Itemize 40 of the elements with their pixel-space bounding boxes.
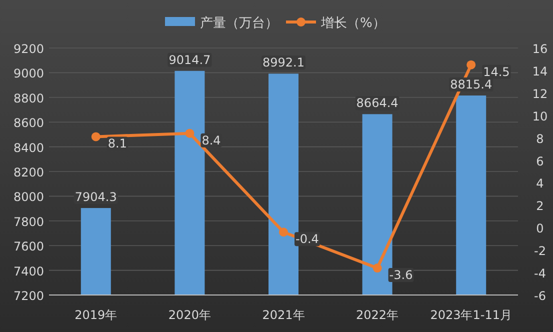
x-tick-label: 2021年 bbox=[262, 308, 305, 322]
legend-label: 产量（万台） bbox=[200, 16, 278, 31]
data-label: 8992.1 bbox=[262, 56, 304, 70]
data-label: 8.4 bbox=[202, 133, 221, 148]
data-label: -0.4 bbox=[296, 232, 319, 246]
data-label: 9014.7 bbox=[168, 52, 211, 67]
y-tick-label: 8200 bbox=[13, 166, 44, 180]
data-label: 8815.4 bbox=[450, 78, 492, 92]
y2-tick-label: -2 bbox=[534, 244, 546, 258]
y2-tick-label: -4 bbox=[534, 266, 546, 281]
data-label: 8664.4 bbox=[356, 96, 398, 110]
y2-tick-label: 4 bbox=[536, 176, 544, 191]
y2-tick-label: -6 bbox=[534, 289, 546, 303]
y2-tick-label: 0 bbox=[536, 222, 544, 236]
y-tick-label: 8400 bbox=[13, 140, 44, 155]
y2-tick-label: 16 bbox=[532, 42, 548, 56]
legend-label: 增长（%） bbox=[320, 16, 386, 31]
y2-tick-label: 14 bbox=[532, 64, 548, 78]
y-tick-label: 8800 bbox=[13, 91, 44, 106]
x-tick-label: 2022年 bbox=[356, 308, 399, 322]
data-label: 14.5 bbox=[483, 64, 510, 79]
x-tick-label: 2020年 bbox=[168, 308, 211, 322]
data-label: 7904.3 bbox=[74, 190, 117, 204]
x-tick-label: 2019年 bbox=[74, 308, 118, 322]
y-tick-label: 8000 bbox=[13, 190, 44, 204]
y2-tick-label: 6 bbox=[536, 154, 544, 168]
y2-tick-label: 2 bbox=[536, 199, 544, 214]
data-label: 8.1 bbox=[108, 136, 127, 151]
y-tick-label: 7200 bbox=[13, 289, 44, 303]
y2-tick-label: 8 bbox=[536, 132, 544, 146]
y-tick-label: 9200 bbox=[13, 42, 44, 56]
y2-tick-label: 10 bbox=[532, 109, 548, 124]
y-tick-label: 8600 bbox=[13, 116, 44, 130]
y-tick-label: 9000 bbox=[13, 66, 44, 81]
data-label: -3.6 bbox=[389, 268, 413, 282]
x-tick-label: 2023年1-11月 bbox=[430, 308, 512, 322]
y-tick-label: 7400 bbox=[13, 264, 44, 278]
y-tick-label: 7600 bbox=[13, 240, 44, 254]
y2-tick-label: 12 bbox=[532, 86, 548, 101]
y-tick-label: 7800 bbox=[13, 214, 44, 229]
